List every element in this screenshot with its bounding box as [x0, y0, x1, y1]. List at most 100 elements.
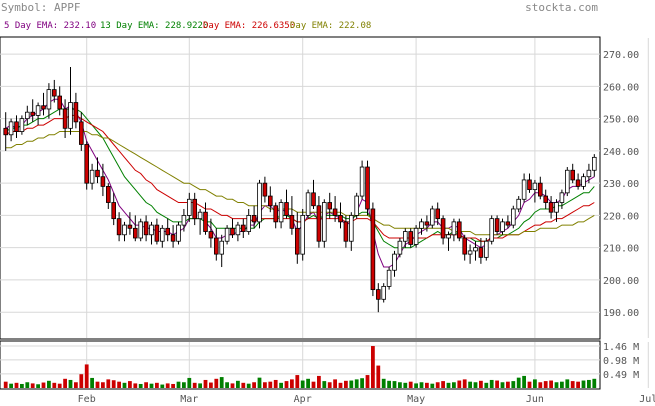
ema-lines	[5, 98, 595, 268]
candle-body	[419, 221, 424, 229]
volume-bar	[268, 381, 273, 388]
candle-body	[84, 144, 89, 184]
candle	[581, 173, 586, 190]
candle	[57, 86, 62, 116]
candle	[8, 118, 14, 142]
candle-body	[30, 111, 35, 116]
volume-bar	[446, 382, 451, 388]
candle-body	[521, 179, 527, 200]
candle-body	[338, 215, 343, 223]
candle-body	[149, 224, 154, 236]
candle	[41, 92, 46, 116]
candle	[170, 225, 176, 248]
candle-body	[192, 198, 197, 220]
candle-body	[311, 192, 316, 207]
volume-bar	[554, 382, 559, 388]
volume-bar	[30, 383, 35, 388]
volume-bar	[9, 383, 13, 388]
candle	[332, 196, 338, 222]
candle-body	[133, 227, 138, 239]
candle-body	[197, 211, 203, 220]
ema-line-2	[5, 114, 595, 242]
volume-bar	[543, 381, 548, 388]
volume-bar	[284, 381, 289, 388]
candle-body	[586, 169, 592, 178]
volume-bar	[41, 382, 46, 388]
candle-body	[95, 169, 100, 178]
candle	[338, 202, 343, 229]
price-tick-label: 250.00	[603, 115, 639, 126]
candle	[527, 173, 532, 193]
candle	[100, 163, 106, 197]
volume-bar	[257, 377, 262, 388]
candle	[359, 160, 365, 200]
volume-bar	[484, 382, 489, 388]
volume-bar	[171, 383, 175, 388]
legend-ema-13: 13 Day EMA: 228.9220	[100, 21, 208, 31]
candle	[343, 215, 349, 248]
volume-bar	[84, 364, 89, 388]
candle	[354, 192, 359, 219]
volume-bar	[317, 375, 321, 388]
volume-bar	[138, 383, 143, 388]
price-tick-label: 270.00	[603, 50, 639, 61]
candle-body	[52, 89, 57, 97]
candle-body	[57, 95, 62, 110]
candle	[106, 183, 111, 209]
volume-bar	[576, 381, 580, 388]
candle	[408, 228, 413, 248]
candle-body	[457, 221, 462, 239]
volume-bar	[489, 379, 494, 388]
volume-bar	[538, 382, 543, 388]
candle	[511, 205, 516, 229]
candle-body	[570, 169, 575, 181]
volume-bar	[225, 382, 229, 388]
candle-body	[316, 205, 322, 242]
volume-bar	[300, 380, 305, 388]
candle-body	[575, 179, 581, 187]
price-panel-frame	[0, 36, 601, 340]
legend-ema-5: 5 Day EMA: 232.10	[4, 21, 96, 31]
volume-bar	[230, 383, 235, 388]
candle	[84, 141, 89, 190]
candle-body	[527, 179, 532, 191]
volume-bar	[209, 382, 213, 388]
volume-bar	[155, 382, 159, 388]
candle-body	[25, 111, 30, 120]
candle	[133, 215, 138, 242]
candle-body	[408, 231, 413, 245]
date-tick-label: Feb	[78, 394, 96, 405]
candle-body	[224, 227, 230, 242]
volume-bar	[14, 382, 19, 388]
candle-body	[203, 211, 208, 232]
candle-body	[219, 240, 224, 255]
volume-bar	[182, 382, 186, 388]
candle-body	[176, 224, 181, 242]
candle	[176, 221, 181, 245]
candle	[543, 189, 548, 209]
candle-body	[143, 221, 149, 236]
volume-bar	[95, 381, 100, 388]
candle-body	[500, 221, 505, 232]
volume-bar	[79, 374, 84, 388]
candle	[300, 208, 305, 261]
candle-body	[295, 227, 300, 255]
candle	[575, 173, 581, 190]
candle	[381, 283, 386, 303]
volume-bar	[176, 381, 181, 388]
volume-bar	[441, 381, 445, 388]
legend-ema-3: Day EMA: 226.6350	[203, 21, 295, 31]
candle-body	[46, 89, 52, 110]
candle-body	[532, 182, 538, 191]
volume-bar	[47, 380, 51, 388]
candle-body	[251, 215, 257, 223]
price-tick-label: 230.00	[603, 179, 639, 190]
volume-bar	[387, 380, 391, 388]
candle	[143, 215, 149, 242]
candle-body	[278, 202, 284, 223]
candle-body	[511, 208, 516, 226]
candle	[532, 179, 538, 203]
candle-body	[68, 102, 73, 129]
candle-body	[354, 195, 359, 216]
